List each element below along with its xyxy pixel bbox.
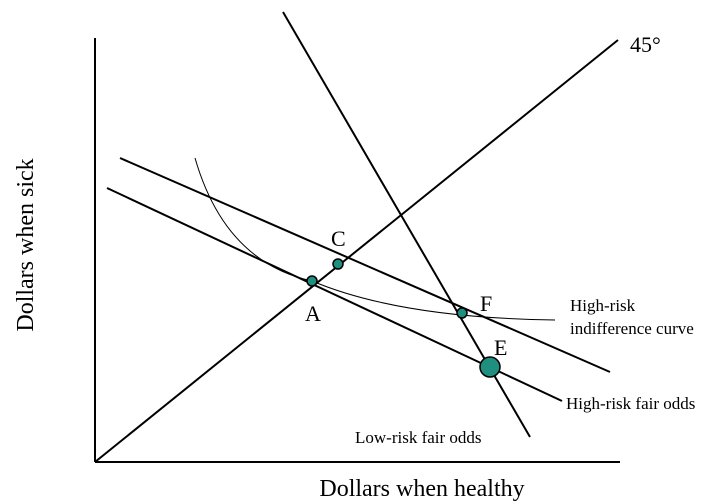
- x-axis-label: Dollars when healthy: [319, 476, 524, 502]
- line-label: 45°: [630, 32, 661, 57]
- point-label: C: [331, 226, 346, 251]
- point: [306, 275, 318, 287]
- curve-label: indifference curve: [570, 319, 694, 338]
- y-axis-label: Dollars when sick: [13, 158, 39, 331]
- indifference-curve: [194, 157, 556, 321]
- line-label: Low-risk fair odds: [355, 428, 482, 447]
- point: [479, 356, 501, 378]
- point: [332, 258, 344, 270]
- point-label: A: [305, 301, 321, 326]
- point: [456, 307, 468, 319]
- point-label: F: [480, 291, 492, 316]
- upper-line: [119, 157, 611, 373]
- line-45: [94, 39, 619, 463]
- line-label: High-risk fair odds: [566, 394, 695, 413]
- point-label: E: [494, 335, 507, 360]
- curve-label: High-risk: [570, 296, 636, 315]
